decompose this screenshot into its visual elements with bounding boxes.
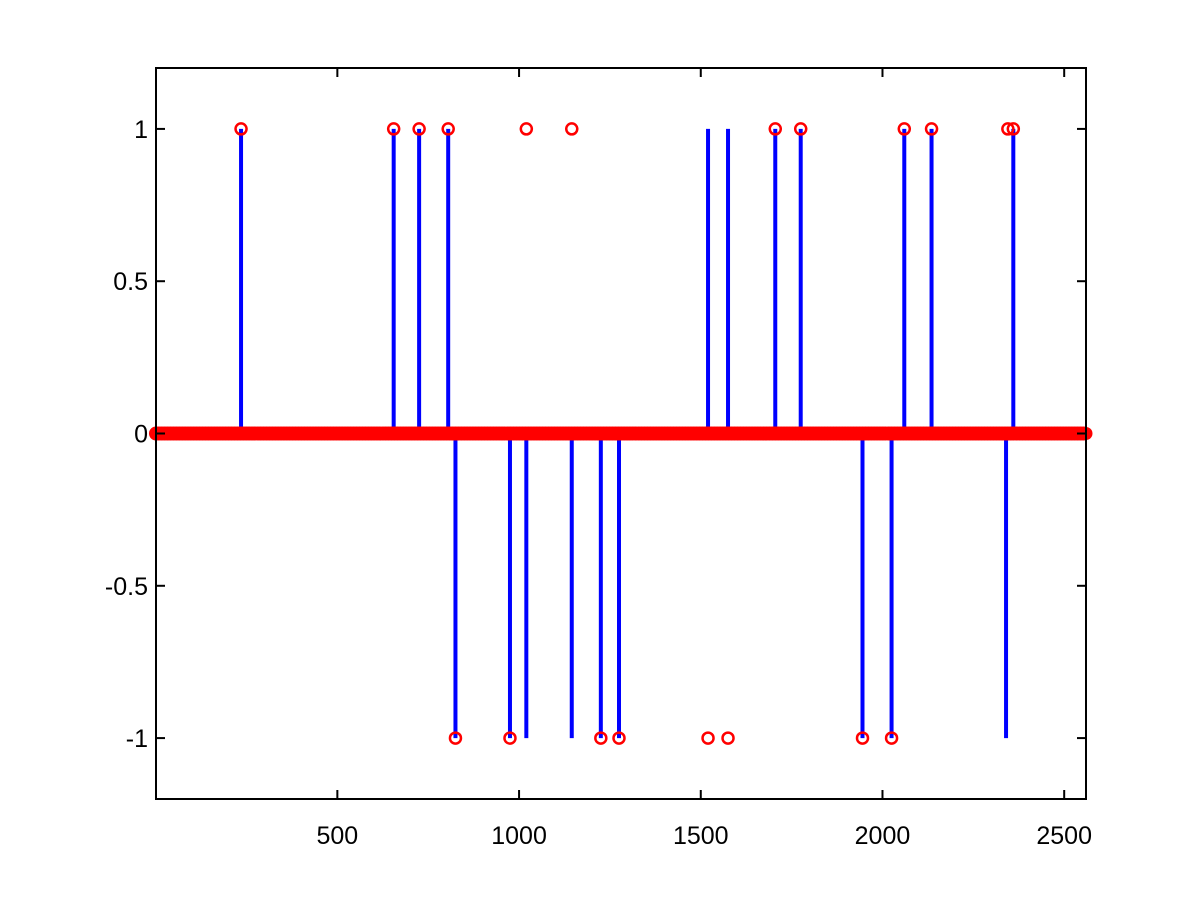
circle-marker — [386, 122, 401, 136]
x-tick-label: 2000 — [855, 822, 911, 850]
stem-series — [239, 128, 1016, 739]
y-tick-label: 0.5 — [113, 268, 148, 296]
circle-marker — [441, 122, 455, 136]
y-tick-label: 1 — [134, 116, 148, 144]
x-tick-label: 500 — [316, 822, 358, 850]
x-tick-label: 2500 — [1036, 822, 1092, 850]
x-axis-ticks: 500 1000 1500 2000 2500 — [316, 68, 1092, 850]
circle-marker — [884, 731, 899, 745]
y-tick-label: -1 — [126, 725, 148, 753]
circle-marker-series — [234, 122, 1021, 745]
circle-marker — [519, 122, 534, 136]
circle-marker — [897, 122, 912, 136]
circle-marker — [565, 122, 579, 136]
y-tick-label: 0 — [134, 421, 148, 449]
circle-marker — [1006, 122, 1021, 136]
y-tick-label: -0.5 — [105, 573, 148, 601]
y-axis-ticks: -1 -0.5 0 0.5 1 — [105, 116, 1086, 753]
circle-marker — [1001, 122, 1015, 136]
circle-marker — [701, 731, 715, 745]
circle-marker — [234, 122, 248, 136]
circle-marker — [924, 122, 939, 136]
x-tick-label: 1500 — [673, 822, 729, 850]
x-tick-label: 1000 — [491, 822, 547, 850]
circle-marker — [503, 731, 517, 745]
circle-marker — [793, 122, 808, 136]
circle-marker — [412, 122, 426, 136]
zero-baseline-markers — [149, 426, 1093, 441]
circle-marker — [855, 731, 870, 745]
circle-marker — [594, 731, 608, 745]
circle-marker — [768, 122, 783, 136]
circle-marker — [448, 731, 463, 745]
circle-marker — [721, 731, 735, 745]
circle-marker — [612, 731, 626, 745]
